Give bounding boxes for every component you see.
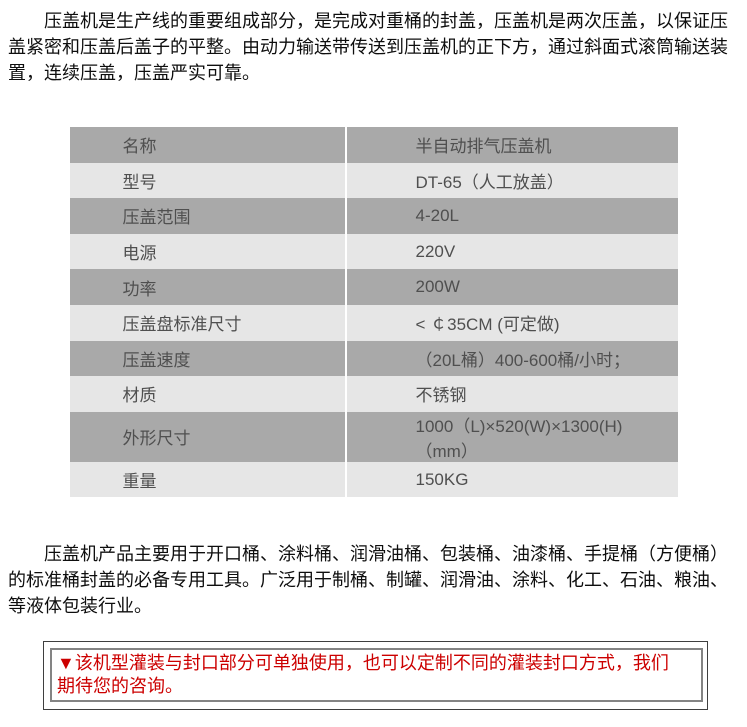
table-row: 型号 DT-65（人工放盖） — [69, 162, 678, 199]
table-row: 压盖速度 （20L桶）400-600桶/小时； — [69, 340, 678, 377]
spec-value: 150KG — [345, 461, 678, 498]
product-page: 压盖机是生产线的重要组成部分，是完成对重桶的封盖，压盖机是两次压盖，以保证压盖紧… — [8, 11, 728, 711]
down-triangle-icon: ▼ — [57, 653, 75, 674]
spec-value: 200W — [345, 269, 678, 305]
notice-inner-box: ▼该机型灌装与封口部分可单独使用，也可以定制不同的灌装封口方式，我们期待您的咨询… — [50, 648, 703, 703]
spec-value: 半自动排气压盖机 — [345, 127, 678, 163]
spec-value: < ￠35CM (可定做) — [345, 304, 678, 341]
spec-value: 4-20L — [345, 198, 678, 234]
spec-label: 电源 — [69, 233, 347, 270]
table-row: 重量 150KG — [69, 461, 678, 498]
spec-label: 材质 — [69, 376, 347, 412]
intro-paragraph: 压盖机是生产线的重要组成部分，是完成对重桶的封盖，压盖机是两次压盖，以保证压盖紧… — [8, 11, 728, 83]
spec-label: 功率 — [69, 269, 347, 305]
table-row: 外形尺寸 1000（L)×520(W)×1300(H) （mm） — [69, 411, 678, 462]
spec-value: 不锈钢 — [345, 376, 678, 412]
spec-table: 名称 半自动排气压盖机 型号 DT-65（人工放盖） 压盖范围 4-20L 电源… — [69, 127, 678, 498]
table-row: 压盖盘标准尺寸 < ￠35CM (可定做) — [69, 304, 678, 341]
table-row: 功率 200W — [69, 269, 678, 305]
notice-text: 该机型灌装与封口部分可单独使用，也可以定制不同的灌装封口方式，我们期待您的咨询。 — [57, 653, 669, 697]
notice-box: ▼该机型灌装与封口部分可单独使用，也可以定制不同的灌装封口方式，我们期待您的咨询… — [43, 641, 708, 711]
description-paragraph: 压盖机产品主要用于开口桶、涂料桶、润滑油桶、包装桶、油漆桶、手提桶（方便桶）的标… — [8, 544, 728, 617]
spec-label: 外形尺寸 — [69, 411, 347, 462]
spec-value: （20L桶）400-600桶/小时； — [345, 340, 678, 377]
spec-value: 1000（L)×520(W)×1300(H) （mm） — [345, 411, 678, 462]
spec-label: 重量 — [69, 461, 347, 498]
spec-label: 压盖范围 — [69, 198, 347, 234]
spec-label: 名称 — [69, 127, 347, 163]
spec-label: 压盖盘标准尺寸 — [69, 304, 347, 341]
table-row: 材质 不锈钢 — [69, 376, 678, 412]
table-row: 压盖范围 4-20L — [69, 198, 678, 234]
table-row: 电源 220V — [69, 233, 678, 270]
spec-label: 压盖速度 — [69, 340, 347, 377]
spec-value: 220V — [345, 233, 678, 270]
spec-value: DT-65（人工放盖） — [345, 162, 678, 199]
table-row: 名称 半自动排气压盖机 — [69, 127, 678, 163]
spec-label: 型号 — [69, 162, 347, 199]
